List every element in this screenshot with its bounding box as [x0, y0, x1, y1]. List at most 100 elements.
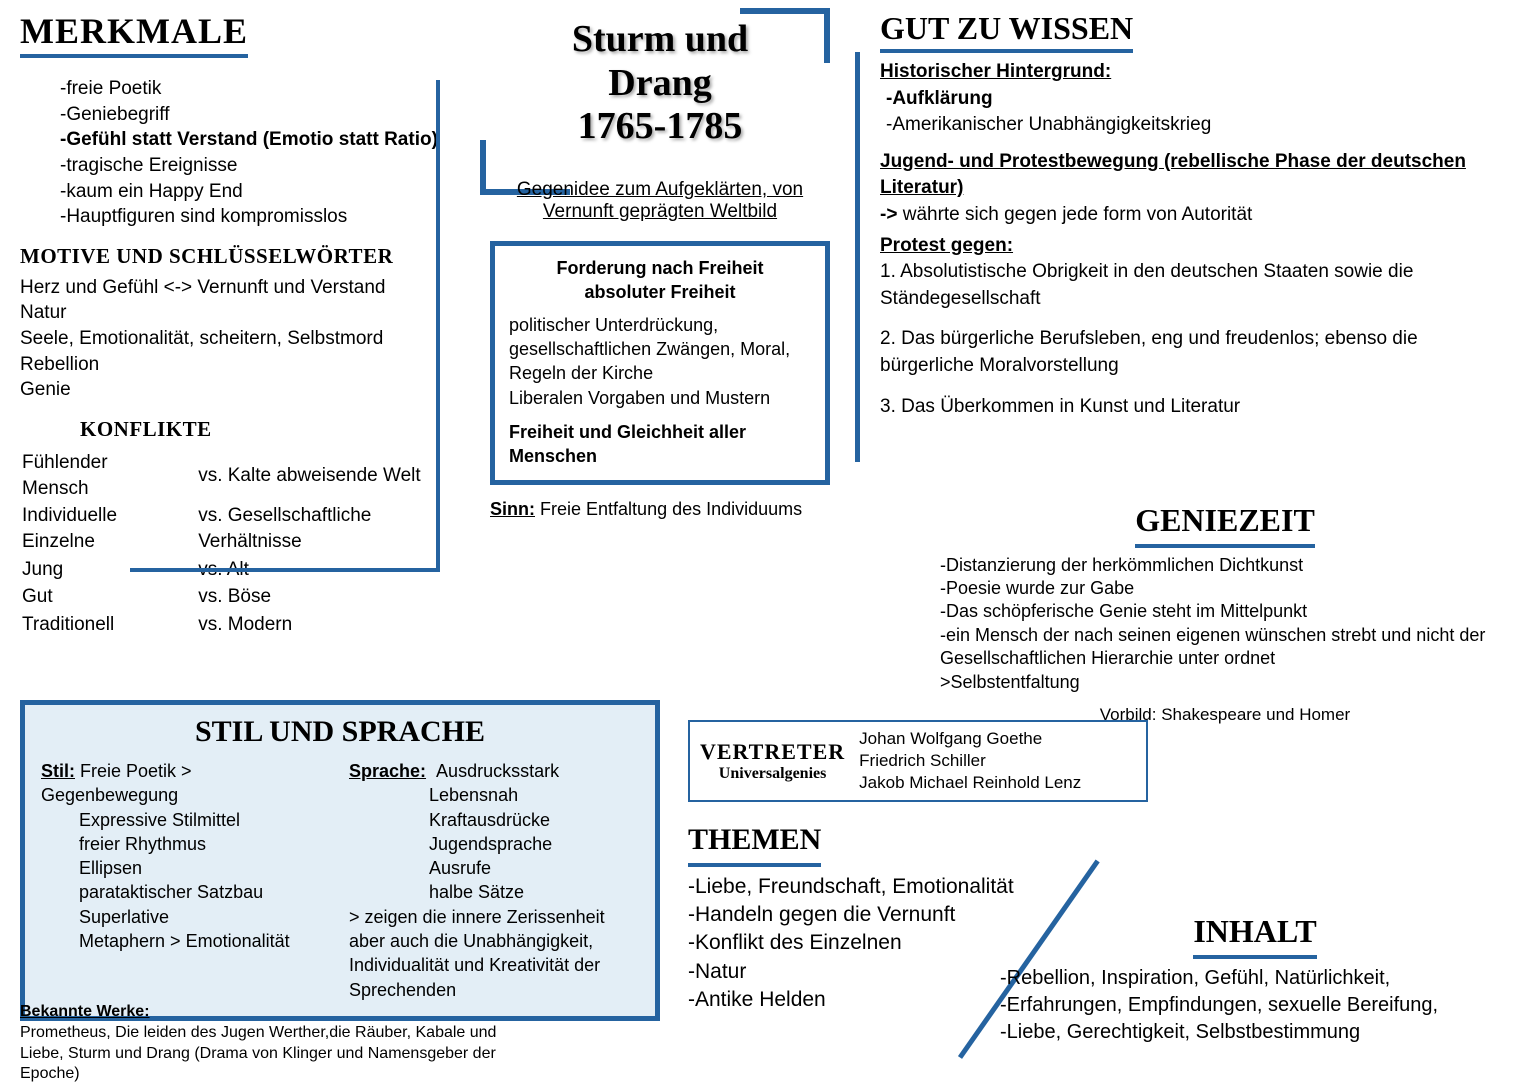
list-item: Friedrich Schiller: [859, 750, 1081, 772]
jugend-label: Jugend- und Protestbewegung (rebellische…: [880, 149, 1510, 202]
text: absoluter Freiheit: [584, 282, 735, 302]
list-item: Superlative: [79, 905, 331, 929]
title-section: Sturm und Drang 1765-1785 Gegenidee zum …: [490, 18, 830, 520]
list-item: Metaphern > Emotionalität: [79, 929, 331, 953]
list-item: Jakob Michael Reinhold Lenz: [859, 772, 1081, 794]
list-item: -kaum ein Happy End: [60, 179, 470, 205]
list-item: -Distanzierung der herkömmlichen Dichtku…: [940, 554, 1510, 577]
cell: Traditionell: [22, 612, 196, 638]
list-item: -Hauptfiguren sind kompromisslos: [60, 204, 470, 230]
vertreter-names: Johan Wolfgang Goethe Friedrich Schiller…: [859, 728, 1081, 794]
list-item: -Liebe, Freundschaft, Emotionalität: [688, 873, 1078, 901]
protest-label: Protest gegen:: [880, 233, 1510, 260]
list-item: 1. Absolutistische Obrigkeit in den deut…: [880, 259, 1510, 312]
list-item: Kraftausdrücke: [429, 808, 639, 832]
list-item: -tragische Ereignisse: [60, 153, 470, 179]
list-item: Ausdrucksstark: [436, 761, 559, 781]
list-item: Johan Wolfgang Goethe: [859, 728, 1081, 750]
list-item: -Liebe, Gerechtigkeit, Selbstbestimmung: [1000, 1019, 1510, 1046]
gzw-title: GUT ZU WISSEN: [880, 10, 1133, 53]
genie-title: GENIEZEIT: [1135, 500, 1315, 548]
list-item: Herz und Gefühl <-> Vernunft und Verstan…: [20, 275, 470, 301]
list-item: Jugendsprache: [429, 832, 639, 856]
cell: vs. Modern: [198, 612, 468, 638]
box-header: Forderung nach Freiheit absoluter Freihe…: [509, 256, 811, 305]
hist-label: Historischer Hintergrund:: [880, 59, 1510, 86]
subtitle: Gegenidee zum Aufgeklärten, von Vernunft…: [490, 179, 830, 223]
list-item: -Rebellion, Inspiration, Gefühl, Natürli…: [1000, 965, 1510, 992]
cell: vs. Böse: [198, 584, 468, 610]
sinn-label: Sinn:: [490, 499, 535, 519]
text: währte sich gegen jede form von Autoritä…: [903, 204, 1253, 225]
list-item: Expressive Stilmittel: [79, 808, 331, 832]
list-item: -Gefühl statt Verstand (Emotio statt Rat…: [60, 127, 470, 153]
list-item: parataktischer Satzbau: [79, 880, 331, 904]
motive-title: MOTIVE UND SCHLÜSSELWÖRTER: [20, 244, 470, 269]
list-item: -Geniebegriff: [60, 102, 470, 128]
konflikte-table: Fühlender Menschvs. Kalte abweisende Wel…: [20, 448, 470, 639]
list-item: Seele, Emotionalität, scheitern, Selbstm…: [20, 326, 470, 352]
sinn-value: Freie Entfaltung des Individuums: [540, 499, 802, 519]
box-footer: Freiheit und Gleichheit aller Menschen: [509, 420, 811, 469]
stil-label: Stil:: [41, 761, 75, 781]
list-item: -Aufklärung: [886, 86, 1510, 113]
themen-title: THEMEN: [688, 820, 821, 867]
list-item: Rebellion: [20, 352, 470, 378]
freiheit-box: Forderung nach Freiheit absoluter Freihe…: [490, 241, 830, 485]
list-item: Genie: [20, 377, 470, 403]
sprache-label: Sprache:: [349, 761, 426, 781]
decor-line: [436, 80, 440, 560]
vertreter-box: VERTRETER Universalgenies Johan Wolfgang…: [688, 720, 1148, 802]
werke-label: Bekannte Werke:: [20, 1003, 150, 1020]
cell: vs. Kalte abweisende Welt: [198, 450, 468, 501]
merkmale-section: MERKMALE -freie Poetik -Geniebegriff -Ge…: [20, 10, 470, 640]
inhalt-section: INHALT -Rebellion, Inspiration, Gefühl, …: [1000, 910, 1510, 1046]
gzw-body: Historischer Hintergrund: -Aufklärung -A…: [880, 59, 1510, 420]
list-item: -freie Poetik: [60, 76, 470, 102]
list-item: -Das schöpferische Genie steht im Mittel…: [940, 600, 1510, 623]
list-item: -Erfahrungen, Empfindungen, sexuelle Ber…: [1000, 992, 1510, 1019]
sprache-note: > zeigen die innere Zerissenheit aber au…: [349, 905, 639, 1002]
list-item: Natur: [20, 300, 470, 326]
konflikte-title: KONFLIKTE: [80, 417, 212, 442]
list-item: 3. Das Überkommen in Kunst und Literatur: [880, 394, 1510, 421]
cell: Fühlender Mensch: [22, 450, 196, 501]
list-item: Ellipsen: [79, 856, 331, 880]
merkmale-list: -freie Poetik -Geniebegriff -Gefühl stat…: [60, 76, 470, 230]
stil-title: STIL UND SPRACHE: [41, 715, 639, 749]
decor-corner: [130, 560, 440, 572]
list-item: >Selbstentfaltung: [940, 671, 1510, 694]
list-item: freier Rhythmus: [79, 832, 331, 856]
box-body: politischer Unterdrückung, gesellschaftl…: [509, 313, 811, 410]
title-line: Drang: [608, 62, 711, 104]
sprache-column: Sprache: Ausdrucksstark Lebensnah Krafta…: [349, 759, 639, 1002]
gut-zu-wissen-section: GUT ZU WISSEN Historischer Hintergrund: …: [870, 10, 1510, 420]
list-item: Ausrufe: [429, 856, 639, 880]
merkmale-title: MERKMALE: [20, 10, 248, 58]
cell: vs. Gesellschaftliche Verhältnisse: [198, 503, 468, 554]
geniezeit-section: GENIEZEIT -Distanzierung der herkömmlich…: [940, 500, 1510, 726]
list-item: halbe Sätze: [429, 880, 639, 904]
list-item: 2. Das bürgerliche Berufsleben, eng und …: [880, 326, 1510, 379]
jugend-arrow: -> währte sich gegen jede form von Autor…: [880, 202, 1510, 229]
list-item: Lebensnah: [429, 783, 639, 807]
werke-text: Prometheus, Die leiden des Jugen Werther…: [20, 1024, 496, 1083]
inhalt-title: INHALT: [1193, 910, 1316, 959]
stil-sprache-box: STIL UND SPRACHE Stil: Freie Poetik > Ge…: [20, 700, 660, 1021]
main-title: Sturm und Drang 1765-1785: [490, 18, 830, 149]
sinn-line: Sinn: Freie Entfaltung des Individuums: [490, 499, 830, 520]
stil-column: Stil: Freie Poetik > Gegenbewegung Expre…: [41, 759, 331, 1002]
werke-section: Bekannte Werke: Prometheus, Die leiden d…: [20, 1002, 540, 1085]
title-line: Sturm und: [572, 18, 748, 60]
list-item: -ein Mensch der nach seinen eigenen wüns…: [940, 624, 1510, 671]
text: Forderung nach Freiheit: [556, 258, 763, 278]
title-line: 1765-1785: [578, 105, 743, 147]
list-item: -Poesie wurde zur Gabe: [940, 577, 1510, 600]
decor-line: [855, 52, 860, 462]
konflikte-list: Fühlender Menschvs. Kalte abweisende Wel…: [20, 448, 470, 639]
motive-list: Herz und Gefühl <-> Vernunft und Verstan…: [20, 275, 470, 403]
list-item: -Amerikanischer Unabhängigkeitskrieg: [886, 112, 1510, 139]
text: VERTRETER: [700, 739, 845, 765]
text: -Aufklärung: [886, 88, 993, 109]
cell: Individuelle Einzelne: [22, 503, 196, 554]
